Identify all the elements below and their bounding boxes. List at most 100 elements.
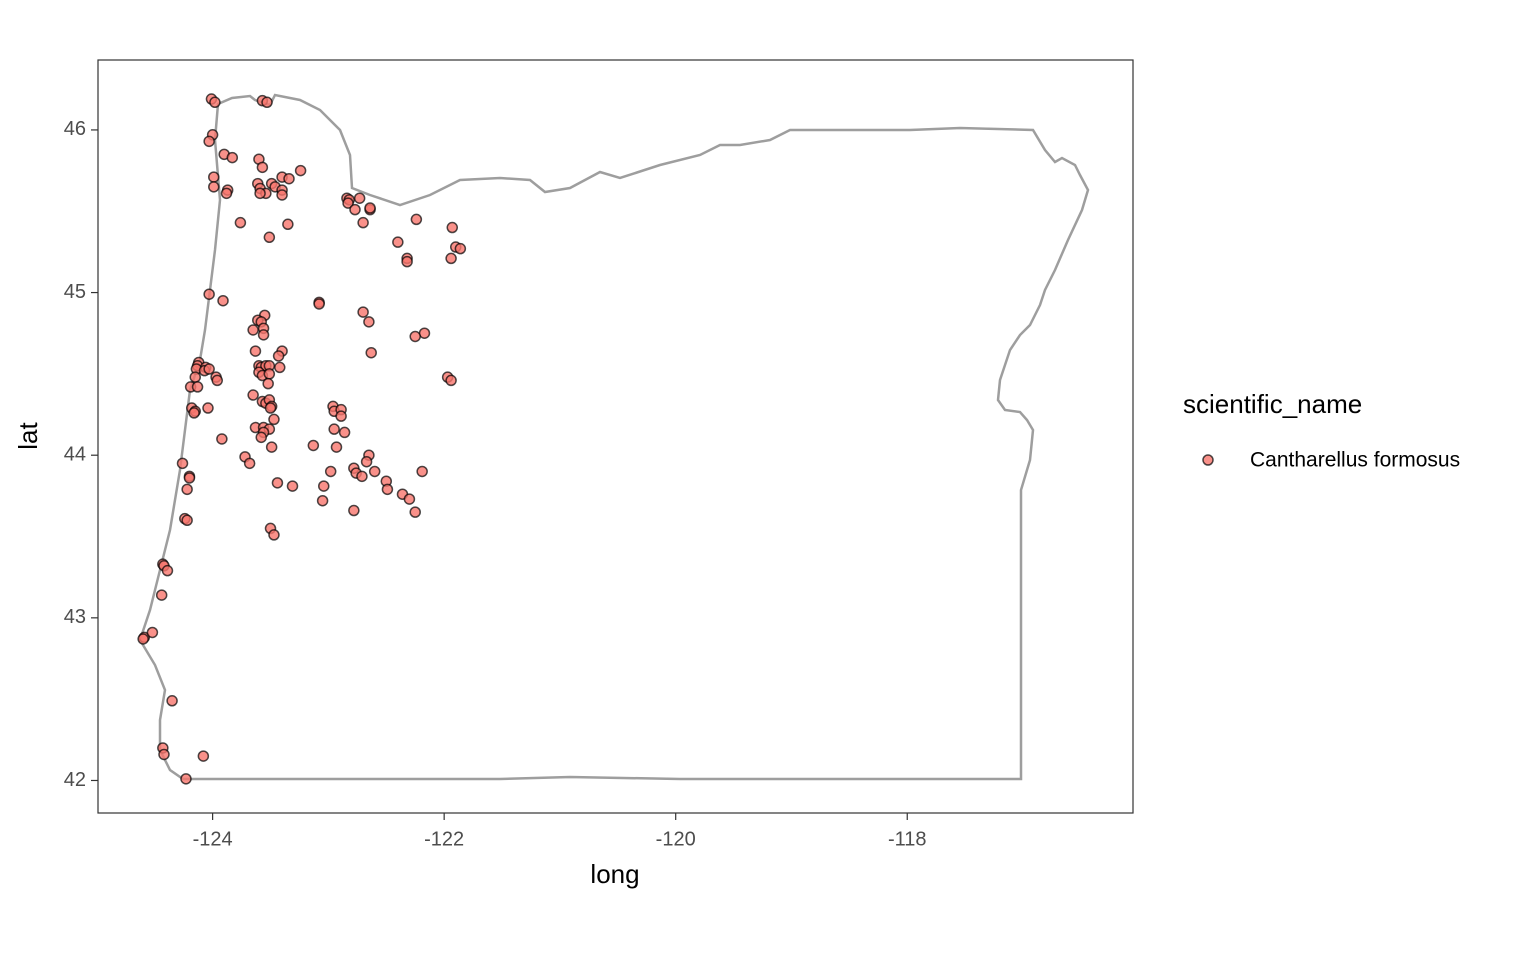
point <box>381 483 394 496</box>
point <box>197 750 210 762</box>
point <box>357 306 369 318</box>
point <box>271 477 284 489</box>
point <box>188 407 200 419</box>
y-tick-label: 46 <box>64 118 86 140</box>
point <box>226 151 239 164</box>
point <box>217 294 229 307</box>
point <box>268 529 280 541</box>
point <box>265 441 278 453</box>
point <box>363 316 375 328</box>
point <box>262 377 274 390</box>
legend-key <box>1202 454 1214 466</box>
point <box>445 374 457 387</box>
point <box>446 221 459 234</box>
point <box>256 161 269 174</box>
point <box>392 236 404 248</box>
point <box>272 350 285 362</box>
point <box>274 361 286 374</box>
y-tick-label: 42 <box>64 769 86 791</box>
y-tick-label: 43 <box>64 606 86 628</box>
point <box>191 381 204 393</box>
point <box>307 439 320 452</box>
point <box>234 216 247 229</box>
point <box>189 371 201 383</box>
point <box>416 465 428 478</box>
x-tick-label: -118 <box>888 828 927 850</box>
point <box>328 423 340 435</box>
point <box>409 330 421 343</box>
point <box>264 402 277 414</box>
point <box>247 324 259 336</box>
point <box>257 329 270 341</box>
point <box>211 374 223 387</box>
point <box>316 494 329 507</box>
point <box>348 504 360 517</box>
point <box>276 189 288 201</box>
point <box>176 457 189 470</box>
point <box>409 506 421 518</box>
point <box>360 455 373 468</box>
point <box>410 213 423 226</box>
point <box>294 164 307 177</box>
point <box>357 216 369 229</box>
point <box>282 218 294 231</box>
point <box>454 242 467 255</box>
point <box>445 252 457 265</box>
point <box>283 172 295 185</box>
point <box>155 589 168 601</box>
point <box>216 433 228 445</box>
x-tick-label: -120 <box>656 828 696 850</box>
point <box>261 96 273 109</box>
point <box>330 441 343 453</box>
point <box>338 426 351 439</box>
point <box>247 389 259 401</box>
point <box>353 192 366 204</box>
point <box>146 626 159 639</box>
point <box>158 748 170 761</box>
panel <box>97 59 1134 814</box>
point <box>268 413 280 426</box>
point <box>356 470 368 483</box>
point <box>243 457 256 470</box>
point <box>365 346 377 359</box>
point <box>181 514 193 527</box>
point <box>263 368 276 380</box>
x-axis-label: long <box>590 859 639 889</box>
point <box>181 483 193 496</box>
legend-title: scientific_name <box>1183 389 1362 419</box>
point <box>161 564 174 577</box>
point <box>209 96 221 109</box>
point <box>255 431 267 444</box>
point <box>203 363 215 375</box>
legend-label: Cantharellus formosus <box>1250 449 1460 472</box>
point <box>313 298 325 310</box>
point <box>208 171 220 183</box>
point <box>401 255 413 268</box>
point <box>324 465 337 478</box>
point <box>254 187 266 200</box>
point <box>249 345 262 357</box>
point <box>349 203 361 216</box>
point <box>418 327 431 339</box>
point <box>368 465 381 478</box>
point <box>208 181 220 193</box>
point <box>220 187 233 200</box>
point <box>364 202 376 214</box>
point <box>203 288 215 300</box>
point <box>137 633 149 645</box>
point <box>342 197 354 209</box>
y-tick-label: 44 <box>64 443 86 465</box>
point <box>403 493 416 505</box>
point <box>183 472 196 484</box>
point <box>263 231 276 244</box>
point <box>166 695 178 707</box>
point <box>286 480 299 492</box>
x-tick-label: -122 <box>424 828 464 850</box>
point <box>180 773 192 785</box>
point <box>335 410 347 422</box>
point <box>203 135 215 148</box>
y-axis-label: lat <box>13 421 43 449</box>
point <box>202 402 214 414</box>
x-tick-label: -124 <box>193 828 233 850</box>
